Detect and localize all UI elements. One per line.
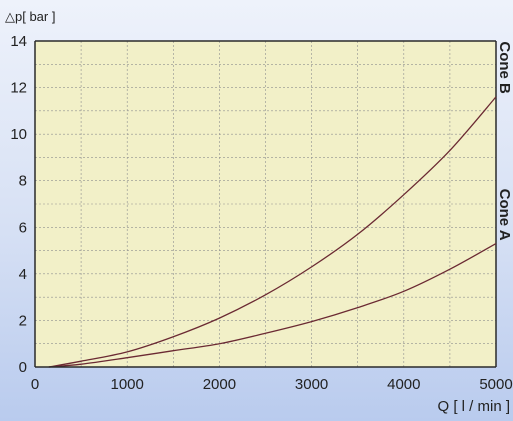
y-tick-label: 8	[19, 173, 27, 190]
y-tick-label: 10	[10, 126, 27, 143]
x-tick-label: 4000	[387, 376, 420, 393]
tick-labels: 0 1000 2000 3000 4000 5000 0 2 4 6 8 10 12 14	[10, 33, 512, 393]
series-lines	[48, 96, 497, 368]
grid	[35, 40, 497, 367]
series-labels: Cone B Cone A	[496, 41, 513, 240]
series-label-cone-a: Cone A	[496, 189, 513, 241]
series-line-cone-a	[48, 243, 497, 368]
series-label-cone-b: Cone B	[496, 41, 513, 94]
x-tick-label: 2000	[203, 376, 236, 393]
x-tick-label: 5000	[479, 376, 512, 393]
series-line-cone-b	[48, 96, 497, 368]
x-axis-label: Q [ l / min ]	[437, 398, 510, 415]
x-tick-label: 1000	[111, 376, 144, 393]
y-axis-label: △p[ bar ]	[5, 9, 55, 24]
y-tick-label: 2	[19, 312, 27, 329]
y-tick-label: 6	[19, 219, 27, 236]
x-tick-label: 0	[31, 376, 39, 393]
y-tick-label: 12	[10, 80, 27, 97]
y-tick-label: 4	[19, 266, 27, 283]
y-tick-label: 14	[10, 33, 27, 50]
x-tick-label: 3000	[295, 376, 328, 393]
y-tick-label: 0	[19, 359, 27, 376]
